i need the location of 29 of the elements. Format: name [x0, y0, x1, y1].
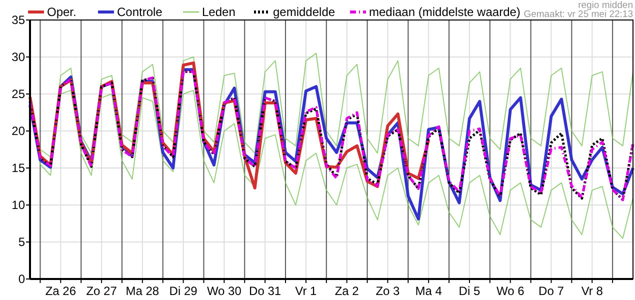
y-tick-label: 30: [12, 50, 26, 64]
annotation: Gemaakt: vr 25 mei 22:13: [524, 9, 633, 20]
x-tick-label: Do 7: [538, 284, 564, 298]
x-tick-label: Wo 6: [496, 284, 525, 298]
x-tick-label: Di 29: [169, 284, 198, 298]
x-tick-label: Ma 4: [415, 284, 442, 298]
x-tick-label: Zo 27: [86, 284, 118, 298]
y-tick-label: 5: [18, 235, 26, 249]
x-tick-label: Zo 3: [376, 284, 400, 298]
legend-label: mediaan (middelste waarde): [369, 5, 520, 19]
y-tick-label: 25: [12, 87, 26, 101]
legend-label: gemiddelde: [273, 5, 336, 19]
x-tick-label: Do 31: [249, 284, 282, 298]
y-tick-label: 15: [12, 161, 26, 175]
y-tick-label: 10: [12, 198, 26, 212]
text: regio midden: [578, 0, 633, 11]
x-tick-label: Vr 1: [295, 284, 318, 298]
x-tick-label: Ma 28: [126, 284, 160, 298]
legend-label: Leden: [202, 5, 236, 19]
x-tick-label: Wo 30: [206, 284, 242, 298]
legend-label: Oper.: [47, 5, 76, 19]
x-tick-label: Di 5: [458, 284, 480, 298]
x-tick-label: Za 2: [334, 284, 360, 298]
y-tick-label: 0: [18, 272, 26, 286]
y-tick-label: 35: [12, 13, 26, 27]
x-tick-label: Za 26: [45, 284, 76, 298]
legend-label: Controle: [117, 5, 163, 19]
x-tick-label: Vr 8: [581, 284, 604, 298]
y-tick-label: 20: [12, 124, 26, 138]
